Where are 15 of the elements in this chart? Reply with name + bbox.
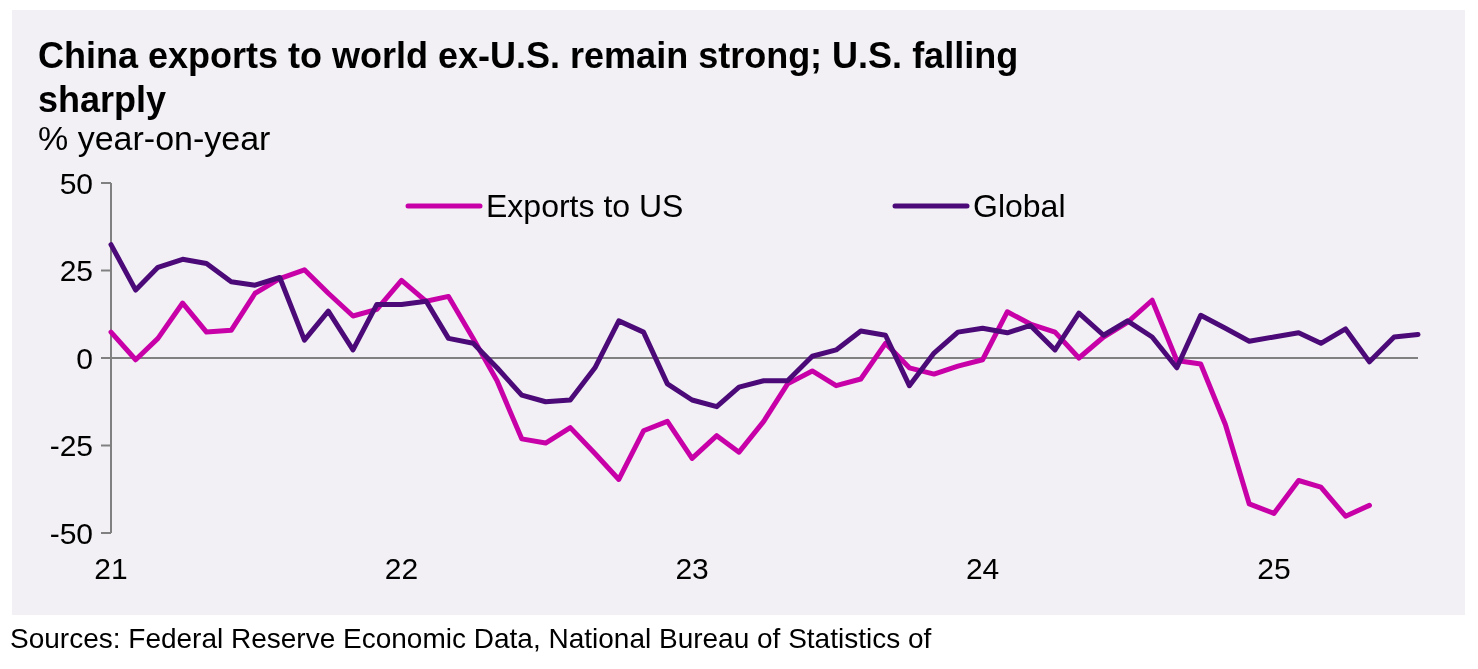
chart-title: China exports to world ex-U.S. remain strong; U.S. falling sharply	[38, 35, 1019, 120]
y-tick-label: 0	[76, 341, 93, 375]
y-tick-label: 50	[59, 166, 93, 200]
chart-subtitle: % year-on-year	[38, 119, 271, 157]
y-tick-label: 25	[59, 254, 93, 287]
legend-label: Exports to US	[486, 188, 684, 225]
x-tick-label: 21	[94, 552, 128, 585]
x-tick-label: 23	[675, 552, 709, 585]
x-tick-label: 25	[1257, 552, 1291, 585]
source-note: Sources: Federal Reserve Economic Data, National Bureau of Statistics of	[10, 623, 932, 654]
y-tick-label: -25	[49, 429, 93, 462]
y-tick-label: -50	[49, 516, 93, 550]
x-tick-label: 24	[965, 552, 1000, 585]
x-tick-label: 22	[384, 552, 419, 585]
legend-label: Global	[973, 188, 1066, 225]
